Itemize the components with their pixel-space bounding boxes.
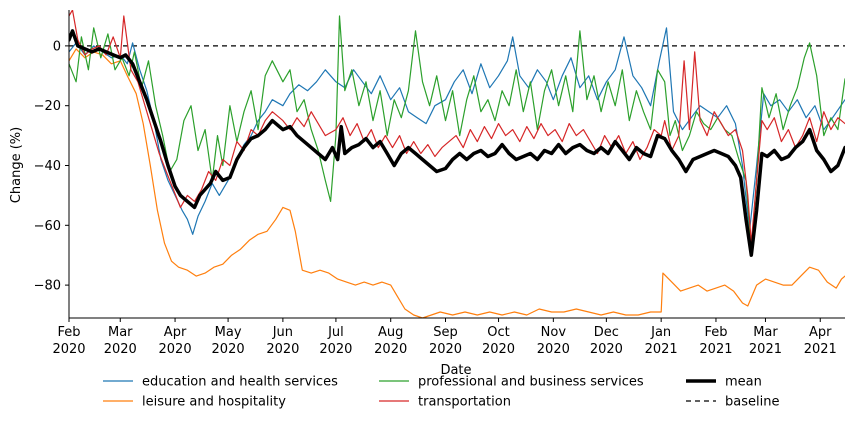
y-tick-label: −40 bbox=[34, 159, 61, 174]
legend-item-mean: mean bbox=[686, 375, 762, 390]
series-line-education-and-health-services bbox=[69, 27, 845, 235]
y-tick-label: 0 bbox=[53, 39, 61, 54]
legend: education and health services leisure and… bbox=[103, 375, 779, 410]
series-line-transportation bbox=[69, 10, 845, 244]
legend-label: transportation bbox=[418, 395, 511, 410]
legend-item-education-and-health-services: education and health services bbox=[103, 375, 338, 390]
legend-item-professional-and-business-services: professional and business services bbox=[379, 375, 644, 390]
series-line-leisure-and-hospitality bbox=[69, 48, 845, 318]
legend-label: mean bbox=[725, 375, 762, 390]
legend-item-transportation: transportation bbox=[379, 395, 511, 410]
legend-label: professional and business services bbox=[418, 375, 644, 390]
x-tick-label: Feb 2020 bbox=[52, 325, 85, 357]
x-tick-label: Aug 2020 bbox=[374, 325, 407, 357]
x-tick-label: Mar 2020 bbox=[104, 325, 137, 357]
series-line-professional-and-business-services bbox=[69, 15, 845, 250]
x-tick-label: Jan 2021 bbox=[645, 325, 678, 357]
x-tick-label: May 2020 bbox=[212, 325, 245, 357]
x-tick-label: Nov 2020 bbox=[537, 325, 570, 357]
x-tick-label: Apr 2020 bbox=[159, 325, 192, 357]
x-tick-label: Jun 2020 bbox=[266, 325, 299, 357]
x-axis-label: Date bbox=[440, 363, 471, 378]
y-tick-label: −20 bbox=[34, 99, 61, 114]
y-axis: 0 −20 −40 −60 −80 bbox=[34, 10, 70, 318]
x-tick-label: Feb 2021 bbox=[699, 325, 732, 357]
x-tick-label: Jul 2020 bbox=[319, 325, 352, 357]
x-tick-label: Mar 2021 bbox=[749, 325, 782, 357]
x-tick-label: Apr 2021 bbox=[804, 325, 837, 357]
legend-item-baseline: baseline bbox=[686, 395, 779, 410]
legend-item-leisure-and-hospitality: leisure and hospitality bbox=[103, 395, 286, 410]
x-tick-label: Sep 2020 bbox=[429, 325, 462, 357]
x-axis: Feb 2020 Mar 2020 Apr 2020 May 2020 Jun 2020 Jul 20… bbox=[52, 317, 845, 357]
series-group bbox=[69, 10, 845, 318]
plot-area bbox=[69, 10, 845, 318]
x-tick-label: Dec 2020 bbox=[590, 325, 623, 357]
x-tick-label: Oct 2020 bbox=[482, 325, 515, 357]
y-tick-label: −60 bbox=[34, 219, 61, 234]
y-tick-label: −80 bbox=[34, 279, 61, 294]
legend-label: leisure and hospitality bbox=[142, 395, 286, 410]
y-axis-label: Change (%) bbox=[9, 127, 24, 203]
legend-label: baseline bbox=[725, 395, 779, 410]
legend-label: education and health services bbox=[142, 375, 338, 390]
series-line-mean bbox=[69, 29, 845, 257]
